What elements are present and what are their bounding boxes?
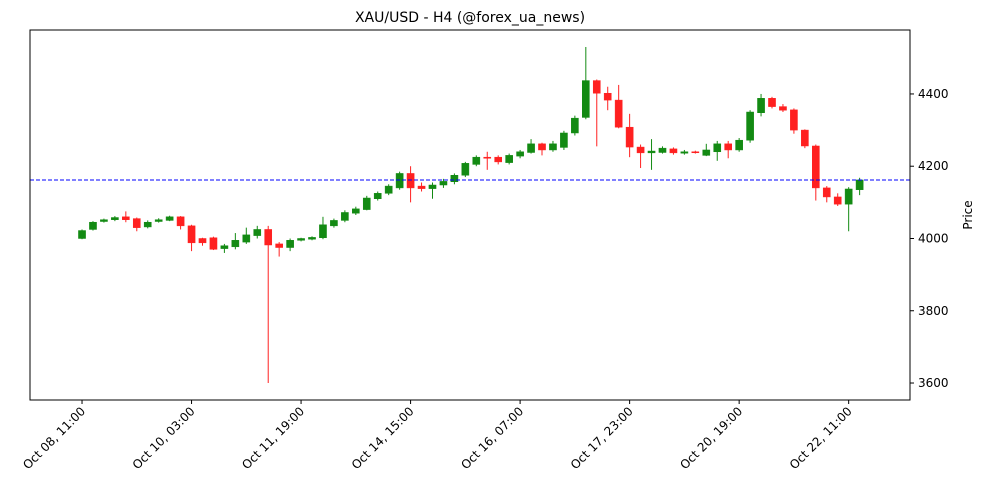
candle-body	[132, 218, 141, 228]
candle-body	[680, 151, 689, 154]
candle-body	[384, 185, 393, 194]
candle-body	[308, 237, 316, 240]
candle-body	[801, 129, 809, 147]
candle-body	[165, 216, 174, 221]
candle-body	[78, 230, 86, 239]
candle-body	[209, 237, 218, 250]
y-tick-label: 3600	[918, 376, 949, 390]
candle-body	[549, 143, 557, 151]
candle-body	[822, 187, 831, 198]
candle-body	[231, 240, 240, 248]
candle-body	[341, 212, 349, 221]
candle-body	[472, 156, 481, 165]
candle-body	[560, 132, 568, 148]
candle-body	[494, 156, 503, 163]
candle-body	[658, 147, 667, 153]
candle-body	[625, 126, 634, 148]
candle-body	[198, 238, 207, 244]
candle-body	[844, 188, 853, 205]
candle-body	[352, 208, 360, 214]
candle-body	[669, 148, 678, 154]
candle-body	[812, 145, 820, 189]
candle-body	[362, 197, 371, 210]
candle-body	[330, 220, 338, 227]
candle-body	[275, 243, 283, 248]
candle-body	[154, 219, 163, 222]
candle-body	[253, 229, 262, 236]
candle-body	[757, 98, 765, 113]
candle-body	[713, 143, 722, 153]
candle-body	[461, 163, 470, 176]
y-tick-label: 4200	[918, 159, 949, 173]
candle-body	[373, 193, 382, 199]
y-tick-label: 4000	[918, 231, 949, 245]
candle-body	[505, 155, 513, 163]
candle-body	[636, 146, 645, 154]
candle-body	[833, 196, 842, 205]
candle-body	[768, 98, 776, 107]
y-tick-label: 3800	[918, 304, 949, 318]
candle-body	[319, 224, 327, 239]
chart-title: XAU/USD - H4 (@forex_ua_news)	[355, 10, 585, 26]
candle-body	[417, 185, 426, 189]
candle-body	[735, 139, 743, 151]
candle-body	[406, 173, 415, 189]
candle-body	[450, 175, 459, 183]
candle-body	[143, 221, 152, 228]
candle-body	[582, 80, 590, 118]
candle-body	[297, 238, 305, 241]
candle-body	[220, 245, 229, 249]
candle-body	[100, 219, 108, 222]
candle-body	[702, 149, 711, 156]
y-tick-label: 4400	[918, 87, 949, 101]
candle-body	[264, 229, 273, 246]
candle-body	[122, 216, 130, 220]
candle-body	[111, 217, 119, 220]
candle-body	[790, 109, 798, 131]
y-axis-label: Price	[961, 200, 975, 229]
candle-body	[395, 173, 404, 189]
candle-body	[187, 225, 196, 244]
candle-body	[724, 143, 733, 151]
candle-body	[538, 143, 546, 151]
candle-body	[428, 184, 437, 189]
candle-body	[614, 99, 623, 128]
candle-body	[286, 240, 294, 248]
candle-body	[571, 117, 579, 134]
plot-frame	[29, 29, 911, 401]
candle-body	[647, 150, 656, 154]
candle-body	[691, 151, 700, 154]
candle-body	[176, 216, 185, 227]
candle-body	[746, 111, 754, 141]
candle-body	[516, 151, 524, 157]
candle-body	[603, 92, 612, 101]
candle-body	[592, 80, 601, 94]
candle-body	[242, 234, 251, 243]
candle-body	[89, 221, 97, 230]
candle-body	[483, 156, 492, 159]
candle-body	[527, 143, 535, 153]
candle-body	[855, 179, 864, 190]
candle-body	[779, 106, 787, 111]
candle-body	[439, 181, 448, 186]
